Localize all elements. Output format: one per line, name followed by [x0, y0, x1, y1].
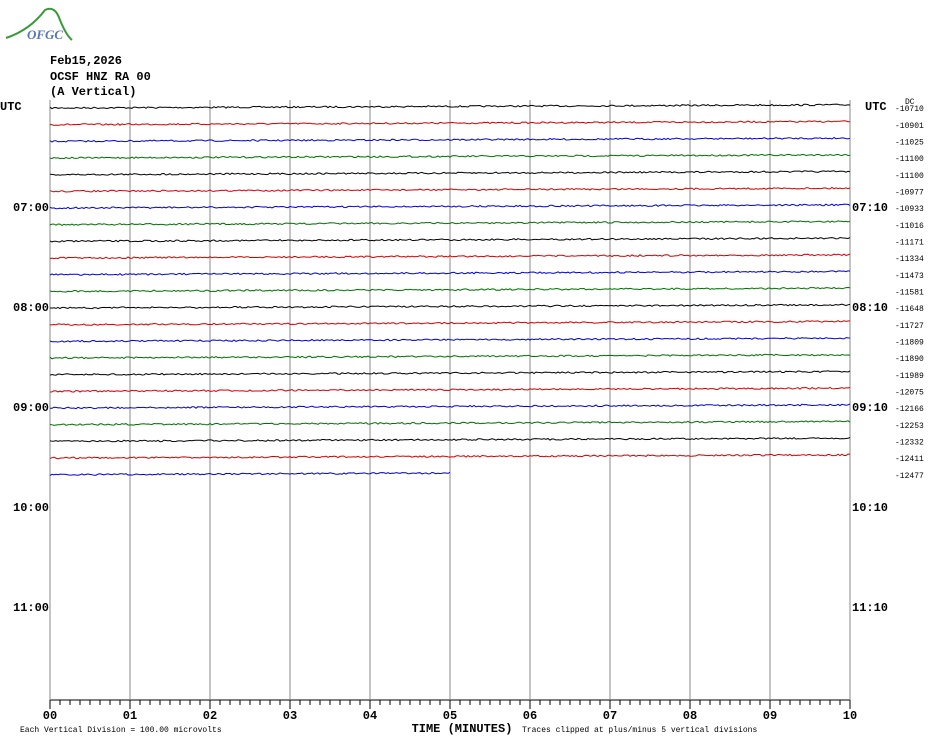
hour-label-right: 09:10	[852, 401, 888, 415]
timezone-right: UTC	[865, 100, 887, 114]
trace	[49, 303, 851, 310]
trace	[49, 103, 851, 110]
trace	[49, 337, 851, 343]
trace	[49, 120, 850, 126]
trace	[49, 170, 851, 176]
trace	[49, 153, 851, 160]
dc-offset-label: -12253	[895, 422, 924, 431]
hour-label-right: 10:10	[852, 501, 888, 515]
date: Feb15,2026	[50, 54, 122, 68]
dc-offset-label: -11809	[895, 338, 924, 347]
hour-label-left: 08:00	[13, 301, 49, 315]
dc-offset-label: -11890	[895, 355, 924, 364]
timezone-left: UTC	[0, 100, 22, 114]
trace	[49, 370, 851, 376]
logo: OFGC	[27, 27, 63, 42]
x-tick-label: 10	[843, 709, 857, 723]
dc-offset-label: -10710	[895, 105, 924, 114]
trace	[49, 136, 851, 143]
hour-label-left: 07:00	[13, 201, 49, 215]
x-tick-label: 06	[523, 709, 537, 723]
trace	[49, 471, 451, 476]
trace	[49, 386, 851, 393]
hour-label-right: 08:10	[852, 301, 888, 315]
dc-offset-label: -11989	[895, 372, 924, 381]
hour-label-right: 11:10	[852, 601, 888, 615]
x-tick-label: 04	[363, 709, 377, 723]
x-tick-label: 05	[443, 709, 457, 723]
component: (A Vertical)	[50, 85, 136, 99]
dc-offset-label: -12332	[895, 438, 924, 447]
scale-note: Each Vertical Division = 100.00 microvol…	[20, 726, 222, 735]
logo-mark	[5, 7, 73, 41]
trace	[49, 286, 851, 293]
x-tick-label: 03	[283, 709, 297, 723]
dc-offset-label: -11727	[895, 322, 924, 331]
trace	[49, 270, 851, 276]
trace	[49, 186, 851, 193]
dc-offset-label: -11171	[895, 238, 924, 247]
trace	[49, 353, 851, 360]
hour-label-left: 11:00	[13, 601, 49, 615]
dc-offset-label: -11025	[895, 138, 924, 147]
trace	[49, 420, 851, 426]
trace	[49, 236, 851, 243]
x-tick-label: 02	[203, 709, 217, 723]
dc-offset-label: -11473	[895, 272, 924, 281]
x-axis-label: TIME (MINUTES)	[412, 722, 513, 736]
trace	[49, 220, 851, 226]
dc-offset-label: -11100	[895, 172, 924, 181]
trace	[49, 403, 851, 410]
clip-note: Traces clipped at plus/minus 5 vertical …	[522, 726, 757, 735]
dc-offset-label: -12075	[895, 388, 924, 397]
hour-label-right: 07:10	[852, 201, 888, 215]
hour-label-left: 10:00	[13, 501, 49, 515]
trace	[49, 253, 851, 260]
dc-offset-label: -11334	[895, 255, 924, 264]
station: OCSF HNZ RA 00	[50, 70, 151, 84]
hour-label-left: 09:00	[13, 401, 49, 415]
dc-label: DC	[905, 98, 915, 107]
dc-offset-label: -10977	[895, 188, 924, 197]
dc-offset-label: -12477	[895, 472, 924, 481]
dc-offset-label: -10933	[895, 205, 924, 214]
x-tick-label: 07	[603, 709, 617, 723]
trace	[49, 320, 851, 326]
x-tick-label: 00	[43, 709, 57, 723]
x-tick-label: 08	[683, 709, 697, 723]
trace	[49, 203, 851, 210]
dc-offset-label: -11581	[895, 288, 924, 297]
dc-offset-label: -11648	[895, 305, 924, 314]
x-tick-label: 09	[763, 709, 777, 723]
dc-offset-label: -11016	[895, 222, 924, 231]
trace	[49, 436, 851, 443]
dc-offset-label: -12411	[895, 455, 924, 464]
x-tick-label: 01	[123, 709, 137, 723]
dc-offset-label: -11100	[895, 155, 924, 164]
trace	[49, 453, 851, 460]
dc-offset-label: -10901	[895, 122, 924, 131]
dc-offset-label: -12166	[895, 405, 924, 414]
